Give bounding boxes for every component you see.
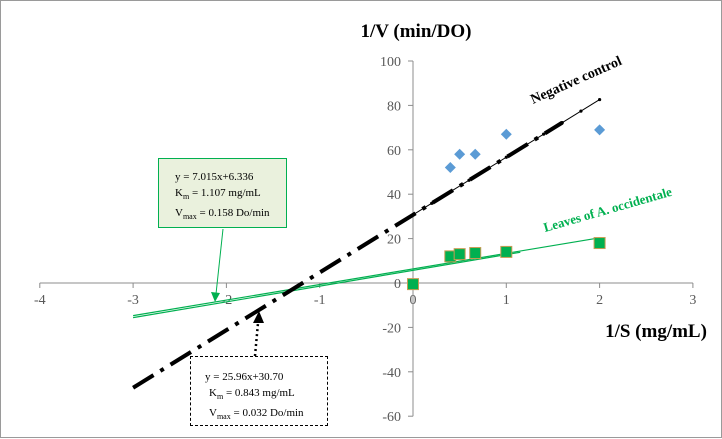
x-axis-title: 1/S (mg/mL) xyxy=(605,321,707,342)
leaf-box-connector xyxy=(215,228,224,295)
neg-trendline-dot xyxy=(467,178,471,182)
leaf-series-label: Leaves of A. occidentale xyxy=(542,184,674,235)
neg-data-point xyxy=(454,148,466,160)
neg-arrow-head xyxy=(253,311,264,323)
y-axis-title: 1/V (min/DO) xyxy=(360,21,471,42)
y-tick-label: 0 xyxy=(394,277,401,292)
neg-data-point xyxy=(444,162,456,174)
x-tick-label: 1 xyxy=(503,293,510,308)
y-tick-label: -20 xyxy=(382,321,401,336)
neg-trendline-dot xyxy=(542,132,546,136)
y-tick-label: -40 xyxy=(382,366,401,381)
y-tick-label: 60 xyxy=(387,144,401,159)
neg-vmax-label: Vmax = 0.032 Do/min xyxy=(209,407,304,422)
x-tick-label: 0 xyxy=(410,293,417,308)
neg-box-connector xyxy=(253,322,260,357)
leaf-vmax-label: Vmax = 0.158 Do/min xyxy=(175,207,270,222)
neg-trendline-extrapolation xyxy=(132,120,564,390)
y-tick-label: 80 xyxy=(387,99,401,114)
x-tick-label: -4 xyxy=(34,293,46,308)
neg-km-text: Km = 0.843 mg/mL xyxy=(205,385,321,405)
leaf-data-point xyxy=(453,248,466,261)
x-tick-label: 3 xyxy=(689,293,696,308)
neg-data-point xyxy=(500,128,512,140)
leaf-arrow-head xyxy=(211,292,220,302)
leaf-trendline xyxy=(133,237,600,317)
neg-km-label: Km = 0.843 mg/mL xyxy=(209,387,295,402)
neg-equation-box: y = 25.96x+30.70 Km = 0.843 mg/mL Vmax =… xyxy=(190,356,328,426)
neg-trendline-dot xyxy=(504,155,508,159)
leaf-equation-box: y = 7.015x+6.336 Km = 1.107 mg/mL Vmax =… xyxy=(158,158,287,228)
x-tick-label: -1 xyxy=(314,293,326,308)
leaf-data-point xyxy=(593,237,606,250)
neg-data-point xyxy=(469,148,481,160)
y-tick-label: 40 xyxy=(387,188,401,203)
y-tick-label: -60 xyxy=(382,410,401,425)
leaf-vmax-text: Vmax = 0.158 Do/min xyxy=(175,205,280,225)
leaf-km-label: Km = 1.107 mg/mL xyxy=(175,187,261,202)
neg-series-label: Negative control xyxy=(529,54,625,108)
leaf-km-text: Km = 1.107 mg/mL xyxy=(175,185,280,205)
y-tick-label: 100 xyxy=(380,55,401,70)
leaf-data-point xyxy=(500,245,513,258)
neg-trendline-dot xyxy=(579,109,583,113)
leaf-data-point xyxy=(469,247,482,260)
neg-equation-text: y = 25.96x+30.70 xyxy=(205,371,284,383)
neg-trendline-dot xyxy=(598,97,602,102)
x-tick-label: 2 xyxy=(596,293,603,308)
leaf-trendline-fit xyxy=(133,251,521,319)
leaf-data-point xyxy=(407,278,419,291)
neg-vmax-text: Vmax = 0.032 Do/min xyxy=(205,405,321,425)
x-tick-label: -3 xyxy=(127,293,139,308)
y-tick-label: 20 xyxy=(387,233,401,248)
leaf-equation-text: y = 7.015x+6.336 xyxy=(175,171,254,183)
neg-data-point xyxy=(594,124,606,136)
